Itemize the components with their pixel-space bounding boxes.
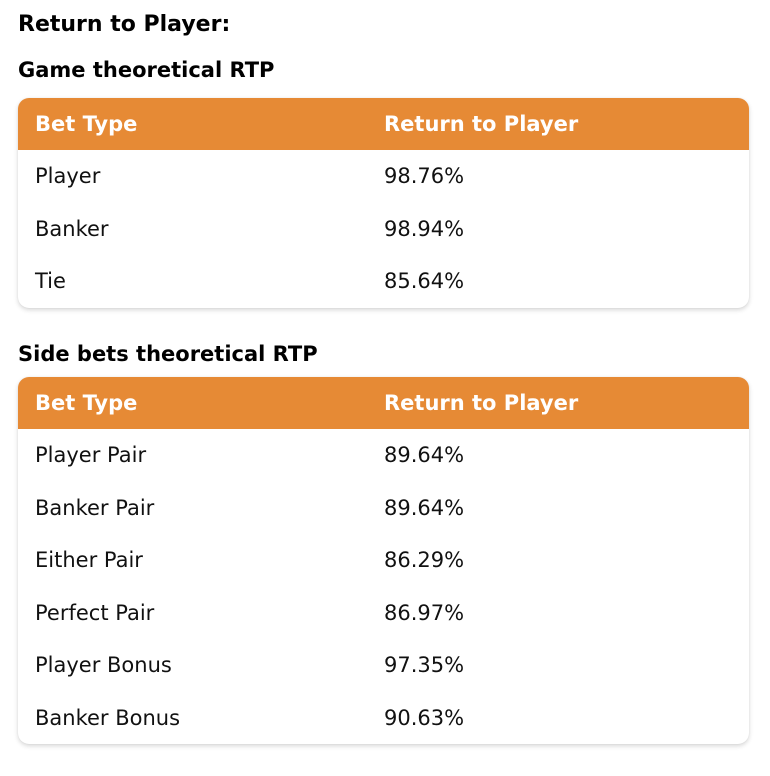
- bet-type-cell: Either Pair: [35, 548, 143, 573]
- bet-type-cell: Banker Bonus: [35, 705, 181, 730]
- bet-type-cell: Tie: [35, 269, 66, 294]
- rtp-page: Return to Player: Game theoretical RTP B…: [18, 0, 749, 744]
- rtp-value-cell: 98.76%: [384, 164, 465, 189]
- bet-type-cell: Player: [35, 164, 101, 189]
- game-rtp-table-header: Bet Type Return to Player: [18, 98, 749, 150]
- rtp-column-header: Return to Player: [384, 112, 579, 136]
- table-row: Banker Pair 89.64%: [18, 482, 749, 535]
- rtp-value-cell: 90.63%: [384, 705, 465, 730]
- table-row: Banker 98.94%: [18, 203, 749, 256]
- bet-type-cell: Player Pair: [35, 443, 147, 468]
- table-row: Player Bonus 97.35%: [18, 639, 749, 692]
- game-rtp-section-title: Game theoretical RTP: [18, 58, 275, 82]
- page-title: Return to Player:: [18, 12, 231, 37]
- side-bets-rtp-section-title: Side bets theoretical RTP: [18, 342, 318, 366]
- bet-type-cell: Banker Pair: [35, 495, 155, 520]
- side-bets-rtp-table-header: Bet Type Return to Player: [18, 377, 749, 429]
- bet-type-column-header: Bet Type: [35, 391, 138, 415]
- rtp-value-cell: 89.64%: [384, 443, 465, 468]
- table-row: Banker Bonus 90.63%: [18, 692, 749, 745]
- rtp-value-cell: 86.97%: [384, 600, 465, 625]
- table-row: Tie 85.64%: [18, 255, 749, 308]
- bet-type-column-header: Bet Type: [35, 112, 138, 136]
- rtp-column-header: Return to Player: [384, 391, 579, 415]
- game-rtp-table: Bet Type Return to Player Player 98.76% …: [18, 98, 749, 308]
- bet-type-cell: Perfect Pair: [35, 600, 155, 625]
- rtp-value-cell: 85.64%: [384, 269, 465, 294]
- rtp-value-cell: 89.64%: [384, 495, 465, 520]
- rtp-value-cell: 98.94%: [384, 216, 465, 241]
- bet-type-cell: Banker: [35, 216, 109, 241]
- table-row: Perfect Pair 86.97%: [18, 587, 749, 640]
- rtp-value-cell: 86.29%: [384, 548, 465, 573]
- side-bets-rtp-table: Bet Type Return to Player Player Pair 89…: [18, 377, 749, 744]
- table-row: Player Pair 89.64%: [18, 429, 749, 482]
- table-row: Player 98.76%: [18, 150, 749, 203]
- table-row: Either Pair 86.29%: [18, 534, 749, 587]
- rtp-value-cell: 97.35%: [384, 653, 465, 678]
- bet-type-cell: Player Bonus: [35, 653, 172, 678]
